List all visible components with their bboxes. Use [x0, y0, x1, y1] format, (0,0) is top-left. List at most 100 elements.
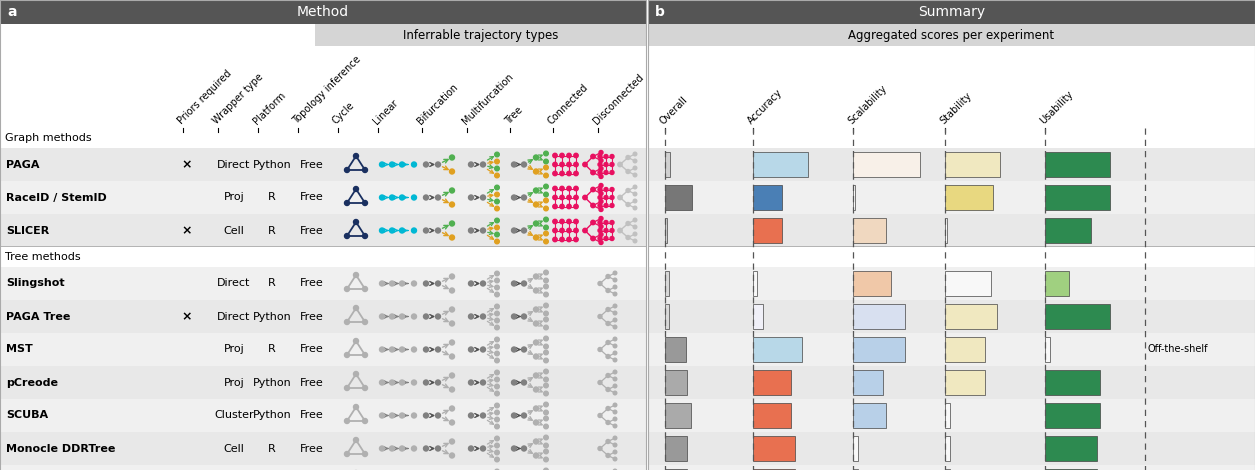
Circle shape: [512, 314, 517, 319]
Circle shape: [567, 237, 571, 242]
Bar: [0, 465, 1255, 470]
Circle shape: [423, 446, 428, 451]
Circle shape: [399, 380, 404, 385]
Circle shape: [599, 241, 602, 244]
Text: Free: Free: [300, 226, 324, 235]
Bar: [753, 370, 791, 395]
Bar: [853, 436, 857, 461]
Circle shape: [606, 321, 610, 326]
Text: Accuracy: Accuracy: [745, 87, 784, 126]
Circle shape: [494, 424, 499, 429]
Circle shape: [435, 228, 441, 233]
Circle shape: [522, 347, 527, 352]
Bar: [665, 370, 688, 395]
Bar: [665, 337, 685, 362]
Circle shape: [560, 228, 565, 233]
Circle shape: [481, 228, 486, 233]
Circle shape: [354, 438, 359, 442]
Circle shape: [494, 377, 499, 382]
Circle shape: [399, 314, 404, 319]
Text: R: R: [269, 226, 276, 235]
Bar: [945, 370, 985, 395]
Circle shape: [543, 344, 548, 349]
Circle shape: [582, 162, 587, 167]
Circle shape: [543, 350, 548, 355]
Text: Cell: Cell: [223, 444, 245, 454]
Text: R: R: [269, 193, 276, 203]
Circle shape: [533, 354, 538, 359]
Text: Linear: Linear: [371, 97, 399, 126]
Circle shape: [399, 162, 404, 167]
Bar: [1045, 152, 1109, 177]
Circle shape: [494, 443, 499, 448]
Circle shape: [614, 384, 616, 388]
Circle shape: [363, 452, 368, 456]
Text: RaceID / StemID: RaceID / StemID: [6, 193, 107, 203]
Bar: [753, 304, 763, 329]
Circle shape: [423, 413, 428, 418]
Circle shape: [599, 217, 602, 220]
Circle shape: [494, 166, 499, 171]
Circle shape: [345, 287, 349, 291]
Circle shape: [494, 358, 499, 363]
Bar: [853, 337, 905, 362]
Bar: [665, 152, 670, 177]
Circle shape: [494, 192, 499, 197]
Circle shape: [354, 219, 359, 225]
Circle shape: [412, 347, 417, 352]
Circle shape: [560, 186, 565, 191]
Text: MST: MST: [6, 345, 33, 354]
Circle shape: [604, 196, 607, 199]
Circle shape: [363, 201, 368, 205]
Circle shape: [626, 170, 630, 173]
Circle shape: [449, 453, 454, 458]
Circle shape: [522, 228, 527, 233]
Bar: [1045, 403, 1101, 428]
Circle shape: [423, 347, 428, 352]
Circle shape: [543, 410, 548, 415]
Bar: [753, 218, 782, 243]
Circle shape: [494, 344, 499, 349]
Circle shape: [614, 271, 616, 275]
Text: R: R: [269, 279, 276, 289]
Circle shape: [599, 166, 602, 171]
Circle shape: [597, 188, 602, 191]
Circle shape: [345, 452, 349, 456]
Circle shape: [354, 154, 359, 158]
Circle shape: [567, 204, 571, 209]
Bar: [0, 214, 1255, 247]
Bar: [665, 403, 690, 428]
Circle shape: [494, 185, 499, 190]
Circle shape: [412, 446, 417, 451]
Circle shape: [512, 380, 517, 385]
Circle shape: [574, 171, 579, 176]
Circle shape: [614, 337, 616, 341]
Bar: [1045, 337, 1049, 362]
Circle shape: [597, 163, 602, 166]
Text: SLICER: SLICER: [6, 226, 49, 235]
Circle shape: [363, 352, 368, 358]
Circle shape: [345, 418, 349, 423]
Circle shape: [599, 150, 602, 155]
Circle shape: [435, 314, 441, 319]
Circle shape: [614, 443, 616, 447]
Circle shape: [399, 413, 404, 418]
Circle shape: [533, 340, 538, 345]
Circle shape: [481, 281, 486, 286]
Circle shape: [543, 325, 548, 330]
Circle shape: [591, 236, 595, 241]
Circle shape: [512, 195, 517, 200]
Bar: [665, 469, 686, 470]
Circle shape: [363, 320, 368, 324]
Circle shape: [543, 311, 548, 316]
Circle shape: [614, 377, 616, 381]
Text: Aggregated scores per experiment: Aggregated scores per experiment: [848, 29, 1054, 41]
Bar: [0, 432, 1255, 465]
Circle shape: [389, 195, 394, 200]
Circle shape: [543, 443, 548, 448]
Circle shape: [494, 436, 499, 441]
Circle shape: [435, 162, 441, 167]
Circle shape: [449, 321, 454, 326]
Bar: [753, 271, 757, 296]
Circle shape: [449, 439, 454, 444]
